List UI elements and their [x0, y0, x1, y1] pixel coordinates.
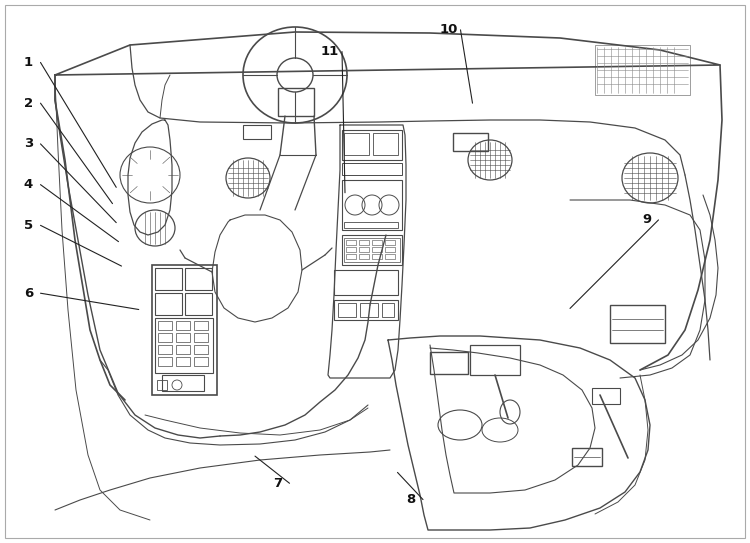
Bar	[185, 293, 212, 315]
Bar	[176, 345, 190, 354]
Bar	[185, 268, 212, 290]
Bar	[338, 303, 356, 317]
Bar	[176, 321, 190, 330]
Bar	[152, 265, 217, 395]
Bar	[176, 357, 190, 366]
Bar	[158, 357, 172, 366]
Bar	[155, 293, 182, 315]
Bar	[194, 321, 208, 330]
Bar	[344, 238, 400, 262]
Bar	[342, 130, 402, 160]
Bar	[155, 318, 213, 373]
Bar	[372, 247, 382, 252]
Text: 10: 10	[440, 23, 458, 36]
Bar	[360, 303, 378, 317]
Bar	[359, 254, 369, 259]
Bar	[592, 388, 620, 404]
Bar	[595, 45, 690, 95]
Bar	[194, 333, 208, 342]
Bar	[278, 88, 314, 116]
Bar	[176, 333, 190, 342]
Bar	[346, 247, 356, 252]
Bar	[359, 247, 369, 252]
Text: 6: 6	[24, 287, 33, 300]
Bar	[157, 380, 167, 390]
Bar	[334, 270, 398, 295]
Bar	[162, 375, 204, 391]
Text: 11: 11	[321, 45, 339, 58]
Bar	[334, 300, 398, 320]
Bar	[385, 240, 395, 245]
Bar	[194, 345, 208, 354]
Bar	[453, 133, 488, 151]
Text: 7: 7	[273, 477, 282, 490]
Bar	[610, 305, 665, 343]
Text: 3: 3	[24, 137, 33, 150]
Bar	[385, 254, 395, 259]
Bar	[359, 240, 369, 245]
Bar	[344, 133, 369, 155]
Text: 2: 2	[24, 97, 33, 110]
Bar	[194, 357, 208, 366]
Bar	[430, 352, 468, 374]
Bar	[155, 268, 182, 290]
Bar	[385, 247, 395, 252]
Bar	[342, 163, 402, 175]
Bar	[382, 303, 394, 317]
Text: 1: 1	[24, 56, 33, 69]
Bar	[572, 448, 602, 466]
Text: 8: 8	[406, 493, 416, 506]
Bar	[346, 254, 356, 259]
Text: 4: 4	[24, 178, 33, 191]
Bar	[342, 235, 402, 265]
Bar	[373, 133, 398, 155]
Bar	[158, 333, 172, 342]
Bar	[158, 321, 172, 330]
Text: 5: 5	[24, 219, 33, 232]
Bar	[342, 180, 402, 230]
Text: 9: 9	[642, 213, 651, 226]
Bar	[372, 254, 382, 259]
Bar	[470, 345, 520, 375]
Bar	[158, 345, 172, 354]
Bar	[344, 222, 398, 228]
Bar	[346, 240, 356, 245]
Bar	[243, 125, 271, 139]
Bar	[372, 240, 382, 245]
